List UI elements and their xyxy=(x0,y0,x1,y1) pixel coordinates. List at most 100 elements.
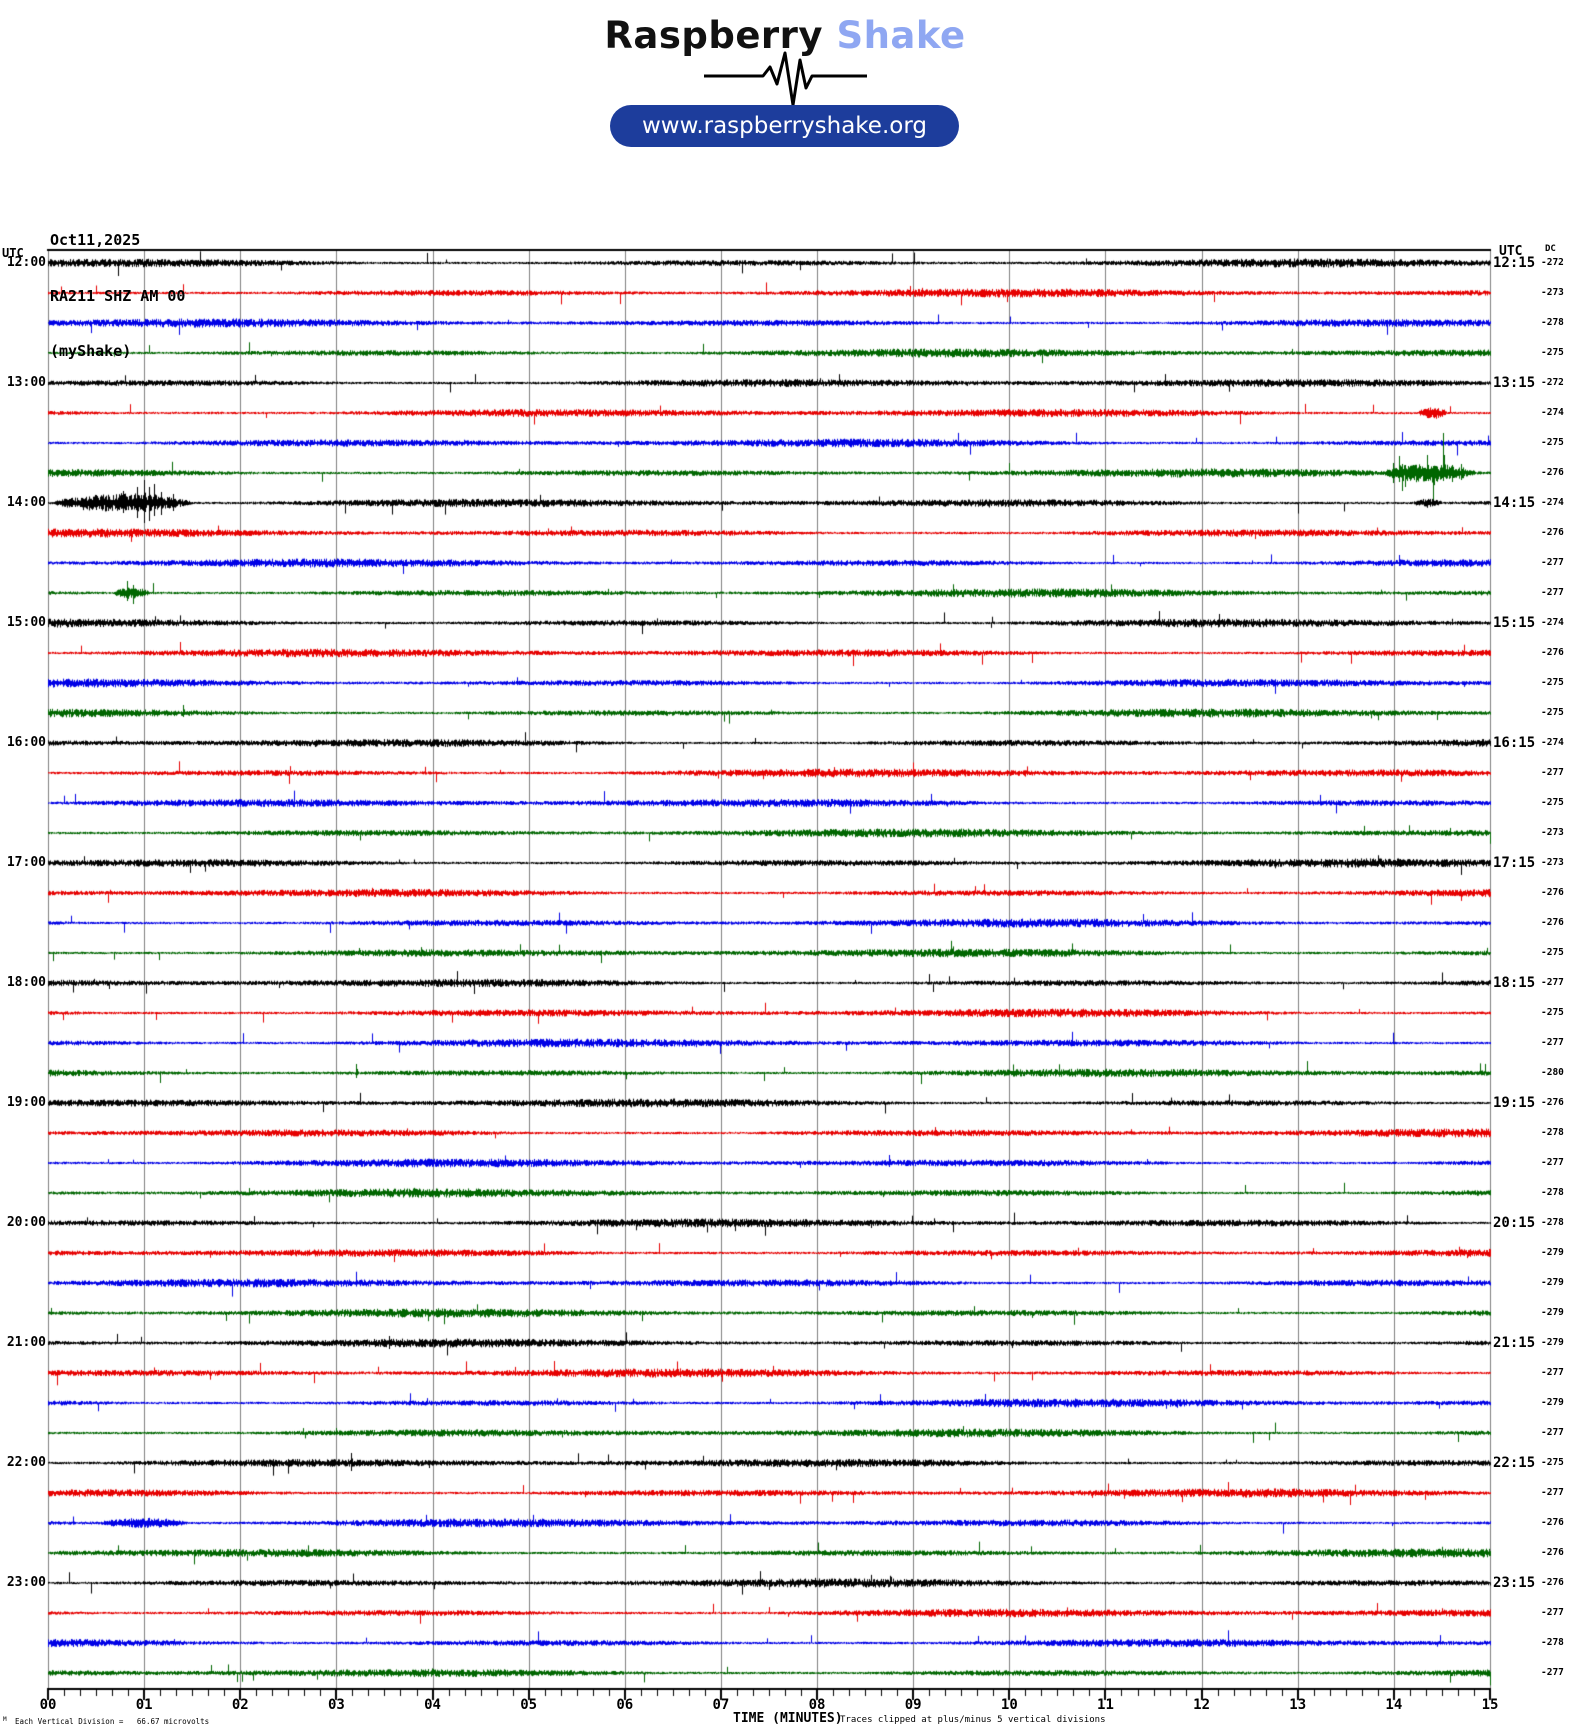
logo-text-raspberry: Raspberry xyxy=(604,14,824,57)
hour-label-left: 20:00 xyxy=(6,1215,46,1230)
dc-value: -275 xyxy=(1541,1457,1564,1468)
dc-value: -277 xyxy=(1541,1157,1564,1168)
station-info: Oct11,2025 RA211 SHZ AM 00 (myShake) xyxy=(50,194,185,398)
dc-value: -275 xyxy=(1541,797,1564,808)
dc-value: -276 xyxy=(1541,647,1564,658)
dc-header: DC xyxy=(1545,244,1556,254)
dc-value: -279 xyxy=(1541,1397,1564,1408)
hour-label-left: 13:00 xyxy=(6,375,46,390)
hour-label-right: 21:15 xyxy=(1493,1335,1536,1351)
hour-label-right: 23:15 xyxy=(1493,1575,1536,1591)
dc-value: -273 xyxy=(1541,857,1564,868)
url-button[interactable]: www.raspberryshake.org xyxy=(610,105,959,147)
x-tick-label: 09 xyxy=(904,1697,922,1713)
x-tick-label: 00 xyxy=(39,1697,57,1713)
dc-value: -275 xyxy=(1541,347,1564,358)
dc-value: -275 xyxy=(1541,707,1564,718)
scale-note: Each Vertical Division = 66.67 microvolt… xyxy=(15,1717,210,1726)
dc-value: -279 xyxy=(1541,1247,1564,1258)
dc-value: -277 xyxy=(1541,557,1564,568)
dc-value: -277 xyxy=(1541,767,1564,778)
x-tick-label: 07 xyxy=(712,1697,730,1713)
dc-value: -275 xyxy=(1541,947,1564,958)
dc-value: -274 xyxy=(1541,497,1564,508)
dc-value: -272 xyxy=(1541,257,1564,268)
dc-value: -273 xyxy=(1541,827,1564,838)
hour-label-left: 22:00 xyxy=(6,1455,46,1470)
hour-label-left: 16:00 xyxy=(6,735,46,750)
hour-label-right: 17:15 xyxy=(1493,855,1536,871)
clip-note: Traces clipped at plus/minus 5 vertical … xyxy=(840,1715,1106,1725)
utc-header-left: UTC xyxy=(2,246,24,260)
dc-value: -280 xyxy=(1541,1067,1564,1078)
dc-value: -276 xyxy=(1541,1097,1564,1108)
dc-value: -279 xyxy=(1541,1337,1564,1348)
x-tick-label: 06 xyxy=(616,1697,634,1713)
x-tick-label: 12 xyxy=(1193,1697,1211,1713)
dc-value: -272 xyxy=(1541,377,1564,388)
dc-value: -277 xyxy=(1541,1487,1564,1498)
hour-label-left: 19:00 xyxy=(6,1095,46,1110)
dc-value: -275 xyxy=(1541,1007,1564,1018)
dc-value: -274 xyxy=(1541,617,1564,628)
dc-value: -278 xyxy=(1541,317,1564,328)
dc-value: -279 xyxy=(1541,1277,1564,1288)
x-tick-label: 04 xyxy=(424,1697,441,1713)
hour-label-right: 15:15 xyxy=(1493,615,1536,631)
station-date: Oct11,2025 xyxy=(50,231,141,249)
dc-value: -274 xyxy=(1541,407,1564,418)
dc-value: -276 xyxy=(1541,467,1564,478)
x-tick-label: 05 xyxy=(520,1697,538,1713)
dc-value: -277 xyxy=(1541,1367,1564,1378)
x-tick-label: 15 xyxy=(1481,1697,1499,1713)
dc-value: -277 xyxy=(1541,587,1564,598)
dc-value: -276 xyxy=(1541,917,1564,928)
dc-value: -277 xyxy=(1541,1607,1564,1618)
hour-label-left: 23:00 xyxy=(6,1575,46,1590)
x-tick-label: 01 xyxy=(135,1697,153,1713)
dc-value: -276 xyxy=(1541,527,1564,538)
hour-label-left: 21:00 xyxy=(6,1335,46,1350)
x-tick-label: 08 xyxy=(808,1697,826,1713)
dc-value: -278 xyxy=(1541,1637,1564,1648)
hour-label-right: 14:15 xyxy=(1493,495,1536,511)
hour-label-right: 19:15 xyxy=(1493,1095,1536,1111)
hour-label-left: 12:00 xyxy=(6,255,46,270)
logo-text-shake: Shake xyxy=(836,14,966,57)
dc-value: -277 xyxy=(1541,1667,1564,1678)
dc-value: -277 xyxy=(1541,1037,1564,1048)
hour-label-left: 15:00 xyxy=(6,615,46,630)
hour-label-right: 12:15 xyxy=(1493,255,1536,271)
hour-label-left: 17:00 xyxy=(6,855,46,870)
dc-value: -276 xyxy=(1541,887,1564,898)
raspberry-shake-logo: Raspberry Shake xyxy=(0,14,1570,57)
utc-header-right: UTC xyxy=(1499,244,1523,259)
dc-value: -275 xyxy=(1541,437,1564,448)
hour-label-right: 13:15 xyxy=(1493,375,1536,391)
hour-label-left: 14:00 xyxy=(6,495,46,510)
dc-value: -274 xyxy=(1541,737,1564,748)
dc-value: -276 xyxy=(1541,1517,1564,1528)
dc-value: -276 xyxy=(1541,1577,1564,1588)
x-tick-label: 03 xyxy=(327,1697,345,1713)
hour-label-right: 18:15 xyxy=(1493,975,1536,991)
dc-value: -275 xyxy=(1541,677,1564,688)
dc-value: -276 xyxy=(1541,1547,1564,1558)
x-tick-label: 11 xyxy=(1097,1697,1114,1713)
x-tick-label: 13 xyxy=(1289,1697,1307,1713)
scale-mark: M xyxy=(3,1716,7,1723)
station-network: (myShake) xyxy=(50,342,132,360)
dc-value: -273 xyxy=(1541,287,1564,298)
x-tick-label: 10 xyxy=(1000,1697,1018,1713)
dc-value: -277 xyxy=(1541,977,1564,988)
seismic-pulse-icon xyxy=(704,51,867,107)
x-axis-title: TIME (MINUTES) xyxy=(733,1711,843,1726)
hour-label-right: 16:15 xyxy=(1493,735,1536,751)
hour-label-left: 18:00 xyxy=(6,975,46,990)
hour-label-right: 22:15 xyxy=(1493,1455,1536,1471)
dc-value: -278 xyxy=(1541,1127,1564,1138)
hour-label-right: 20:15 xyxy=(1493,1215,1536,1231)
dc-value: -279 xyxy=(1541,1307,1564,1318)
